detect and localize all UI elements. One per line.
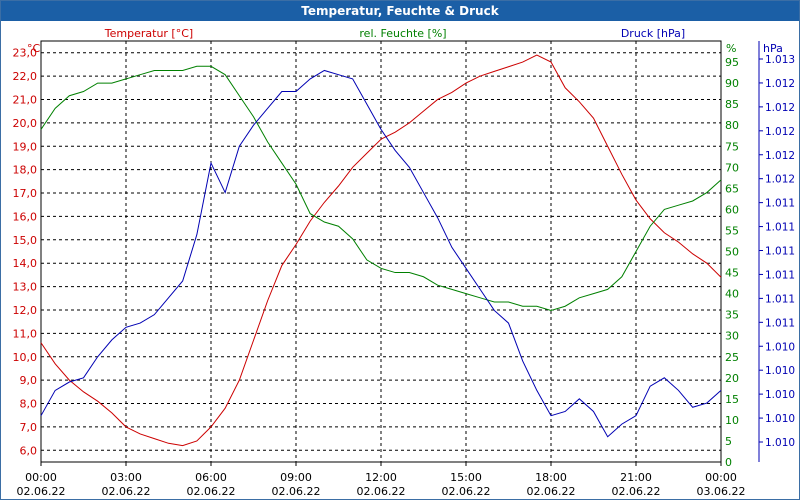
x-tick-time: 09:00: [280, 471, 312, 484]
temperature-tick-label: 14,0: [13, 257, 38, 270]
temperature-tick-label: 21,0: [13, 93, 38, 106]
humidity-tick-label: 65: [725, 182, 739, 195]
humidity-tick-label: 20: [725, 372, 739, 385]
x-tick-date: 02.06.22: [187, 485, 236, 498]
humidity-tick-label: 80: [725, 119, 739, 132]
x-tick-time: 00:00: [705, 471, 737, 484]
temperature-tick-label: 9,0: [20, 374, 38, 387]
temperature-tick-label: 19,0: [13, 140, 38, 153]
x-tick-date: 02.06.22: [612, 485, 661, 498]
temperature-tick-label: 8,0: [20, 398, 38, 411]
humidity-unit: %: [726, 42, 736, 55]
pressure-tick-label: 1.013: [765, 54, 795, 66]
x-tick-time: 18:00: [535, 471, 567, 484]
pressure-tick-label: 1.011: [765, 317, 795, 329]
chart: 6,0 7,0 8,0 9,0 10,0 11,0 12,0 13,0 14,0 15,0 16,0…: [13, 27, 796, 498]
pressure-tick-label: 1.011: [765, 293, 795, 305]
humidity-tick-label: 40: [725, 288, 739, 301]
x-tick-time: 21:00: [620, 471, 652, 484]
pressure-tick-label: 1.010: [765, 437, 795, 449]
humidity-tick-label: 50: [725, 246, 739, 259]
pressure-tick-label: 1.010: [765, 389, 795, 401]
x-tick-time: 03:00: [110, 471, 142, 484]
temperature-tick-label: 22,0: [13, 70, 38, 83]
temperature-tick-label: 13,0: [13, 281, 38, 294]
humidity-tick-label: 70: [725, 161, 739, 174]
pressure-tick-label: 1.012: [765, 78, 795, 90]
humidity-tick-label: 30: [725, 330, 739, 343]
window-title: Temperatur, Feuchte & Druck: [1, 1, 799, 21]
x-tick-date: 03.06.22: [697, 485, 746, 498]
temperature-tick-label: 17,0: [13, 187, 38, 200]
humidity-tick-label: 60: [725, 203, 739, 216]
humidity-tick-label: 90: [725, 77, 739, 90]
x-tick-date: 02.06.22: [17, 485, 66, 498]
temperature-tick-label: 10,0: [13, 351, 38, 364]
pressure-tick-label: 1.011: [765, 198, 795, 210]
temperature-unit: °C: [27, 42, 41, 55]
series-line-humidity: [40, 65, 722, 311]
temperature-tick-label: 6,0: [20, 444, 38, 457]
humidity-tick-label: 15: [725, 393, 739, 406]
legend-label: rel. Feuchte [%]: [359, 27, 446, 40]
series-line-temperature: [40, 54, 722, 447]
humidity-tick-label: 25: [725, 351, 739, 364]
humidity-tick-label: 85: [725, 98, 739, 111]
humidity-tick-label: 45: [725, 267, 739, 280]
x-tick-date: 02.06.22: [357, 485, 406, 498]
temperature-tick-label: 12,0: [13, 304, 38, 317]
humidity-tick-label: 0: [725, 456, 732, 469]
x-tick-time: 00:00: [25, 471, 57, 484]
series-line-pressure: [40, 69, 722, 438]
pressure-tick-label: 1.012: [765, 150, 795, 162]
pressure-tick-label: 1.012: [765, 102, 795, 114]
temperature-tick-label: 15,0: [13, 234, 38, 247]
x-tick-date: 02.06.22: [102, 485, 151, 498]
pressure-tick-label: 1.011: [765, 269, 795, 281]
pressure-tick-label: 1.010: [765, 413, 795, 425]
x-tick-time: 12:00: [365, 471, 397, 484]
x-tick-date: 02.06.22: [527, 485, 576, 498]
humidity-tick-label: 75: [725, 140, 739, 153]
humidity-tick-label: 55: [725, 224, 739, 237]
humidity-tick-label: 35: [725, 309, 739, 322]
temperature-tick-label: 20,0: [13, 117, 38, 130]
x-tick-time: 06:00: [195, 471, 227, 484]
humidity-tick-label: 10: [725, 414, 739, 427]
temperature-tick-label: 7,0: [20, 421, 38, 434]
temperature-tick-label: 11,0: [13, 327, 38, 340]
legend-label: Temperatur [°C]: [104, 27, 193, 40]
x-tick-time: 15:00: [450, 471, 482, 484]
pressure-unit: hPa: [763, 42, 783, 55]
x-tick-date: 02.06.22: [442, 485, 491, 498]
pressure-tick-label: 1.011: [765, 222, 795, 234]
pressure-tick-label: 1.012: [765, 174, 795, 186]
humidity-tick-label: 5: [725, 435, 732, 448]
legend-label: Druck [hPa]: [621, 27, 685, 40]
temperature-tick-label: 23,0: [13, 47, 38, 60]
pressure-tick-label: 1.010: [765, 341, 795, 353]
x-tick-date: 02.06.22: [272, 485, 321, 498]
pressure-tick-label: 1.010: [765, 365, 795, 377]
humidity-tick-label: 95: [725, 56, 739, 69]
temperature-tick-label: 18,0: [13, 164, 38, 177]
temperature-tick-label: 16,0: [13, 210, 38, 223]
pressure-tick-label: 1.011: [765, 246, 795, 258]
pressure-tick-label: 1.012: [765, 126, 795, 138]
